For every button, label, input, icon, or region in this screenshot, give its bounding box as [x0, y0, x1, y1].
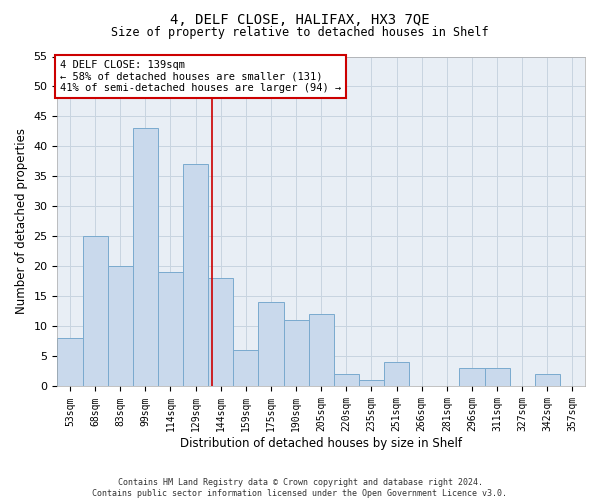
Bar — [58, 338, 83, 386]
Bar — [259, 302, 284, 386]
Text: Contains HM Land Registry data © Crown copyright and database right 2024.
Contai: Contains HM Land Registry data © Crown c… — [92, 478, 508, 498]
Bar — [158, 272, 183, 386]
Bar — [233, 350, 259, 386]
Bar — [359, 380, 384, 386]
Text: Size of property relative to detached houses in Shelf: Size of property relative to detached ho… — [111, 26, 489, 39]
X-axis label: Distribution of detached houses by size in Shelf: Distribution of detached houses by size … — [180, 437, 462, 450]
Bar — [334, 374, 359, 386]
Bar — [183, 164, 208, 386]
Bar — [535, 374, 560, 386]
Bar — [460, 368, 485, 386]
Bar — [485, 368, 509, 386]
Bar — [384, 362, 409, 386]
Bar — [208, 278, 233, 386]
Bar — [133, 128, 158, 386]
Text: 4 DELF CLOSE: 139sqm
← 58% of detached houses are smaller (131)
41% of semi-deta: 4 DELF CLOSE: 139sqm ← 58% of detached h… — [60, 60, 341, 93]
Bar — [107, 266, 133, 386]
Text: 4, DELF CLOSE, HALIFAX, HX3 7QE: 4, DELF CLOSE, HALIFAX, HX3 7QE — [170, 12, 430, 26]
Bar — [83, 236, 107, 386]
Bar — [308, 314, 334, 386]
Y-axis label: Number of detached properties: Number of detached properties — [15, 128, 28, 314]
Bar — [284, 320, 308, 386]
